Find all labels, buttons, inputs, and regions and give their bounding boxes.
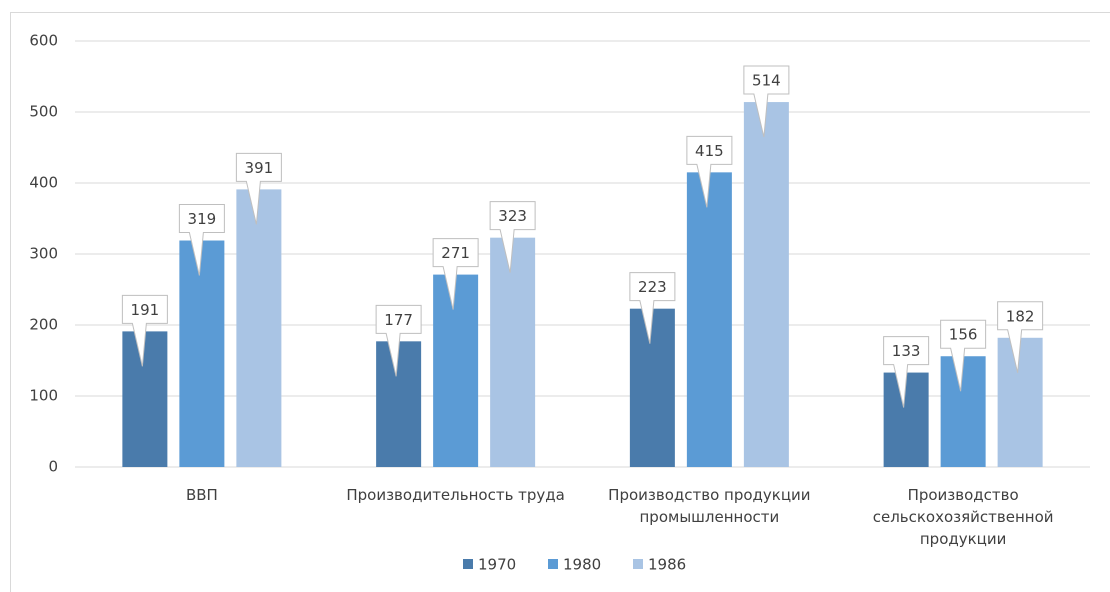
x-tick-label: Производство продукции промышленности (608, 486, 811, 526)
data-label: 391 (245, 159, 274, 177)
data-label: 271 (441, 244, 470, 262)
y-tick-label: 300 (29, 245, 58, 263)
legend-label: 1980 (563, 556, 601, 574)
data-label: 177 (384, 311, 413, 329)
legend-swatch (633, 559, 643, 569)
x-tick-label: Производительность труда (346, 486, 565, 504)
bar (686, 172, 732, 467)
data-label-callout (940, 319, 987, 392)
legend-label: 1970 (478, 556, 516, 574)
y-tick-label: 0 (48, 458, 58, 476)
bar (490, 237, 536, 467)
y-tick-label: 100 (29, 387, 58, 405)
data-label-callout (997, 301, 1044, 373)
y-tick-label: 600 (29, 32, 58, 50)
data-label: 191 (131, 301, 160, 319)
bar (883, 372, 929, 467)
data-label-callout (883, 336, 930, 408)
bar (122, 331, 168, 467)
data-label-callout (121, 294, 168, 367)
bar (376, 341, 422, 467)
legend-swatch (463, 559, 473, 569)
data-label: 182 (1006, 307, 1035, 325)
data-label: 133 (892, 342, 921, 360)
bar (997, 337, 1043, 467)
legend-label: 1986 (648, 556, 686, 574)
y-tick-label: 200 (29, 316, 58, 334)
chart-border (10, 12, 1110, 592)
y-tick-label: 500 (29, 103, 58, 121)
data-label-callout (629, 272, 676, 344)
legend-swatch (548, 559, 558, 569)
x-tick-label: Производство сельскохозяйственной продук… (872, 486, 1054, 548)
bar (940, 356, 986, 467)
data-label-callout (743, 65, 790, 138)
x-tick-label: ВВП (185, 486, 218, 504)
data-label: 415 (695, 142, 724, 160)
bar (179, 240, 225, 467)
data-label-callout (432, 238, 479, 310)
data-label-callout (686, 135, 733, 208)
data-label: 323 (498, 207, 527, 225)
data-label-callout (489, 201, 536, 273)
data-label: 514 (752, 72, 781, 90)
bar (433, 274, 479, 467)
data-label-callout (235, 152, 282, 225)
bar (743, 102, 789, 467)
data-label: 156 (949, 326, 978, 344)
data-label-callout (178, 204, 225, 276)
data-label: 223 (638, 278, 667, 296)
data-label-callout (375, 304, 422, 377)
y-tick-label: 400 (29, 174, 58, 192)
bar (236, 189, 282, 467)
bar (629, 308, 675, 467)
data-label: 319 (188, 210, 217, 228)
